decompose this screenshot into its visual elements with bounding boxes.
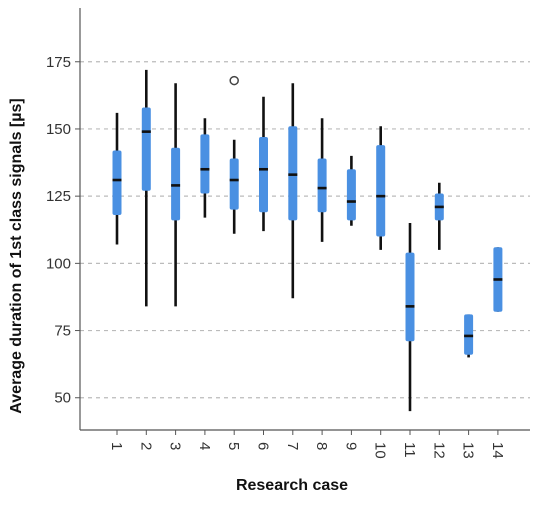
y-axis-title: Average duration of 1st class signals [µ… — [8, 98, 25, 413]
x-tick-label: 5 — [225, 442, 242, 450]
box-case-2 — [141, 69, 151, 307]
box-iqr — [464, 314, 474, 355]
y-tick-label: 175 — [46, 54, 71, 71]
x-axis-title: Research case — [236, 477, 348, 494]
x-tick-label: 6 — [255, 442, 272, 450]
box-case-6 — [259, 96, 268, 232]
box-case-11 — [405, 223, 415, 412]
box-case-4 — [200, 118, 210, 218]
x-tick-label: 7 — [284, 442, 301, 450]
box-iqr — [112, 150, 122, 215]
outlier-point — [229, 75, 239, 86]
box-case-14 — [493, 247, 503, 312]
x-tick-label: 4 — [196, 442, 213, 450]
marks-layer — [112, 69, 503, 412]
grid-layer — [80, 61, 530, 399]
y-tick-label: 100 — [46, 255, 71, 272]
box-case-12 — [434, 182, 444, 250]
box-case-13 — [464, 314, 474, 358]
box-iqr — [229, 158, 239, 210]
box-iqr — [171, 147, 181, 221]
x-tick-label: 10 — [372, 442, 389, 459]
y-tick-label: 75 — [54, 323, 71, 340]
x-tick-label: 13 — [460, 442, 477, 459]
x-tick-label: 3 — [167, 442, 184, 450]
x-tick-label: 14 — [489, 442, 506, 459]
box-iqr — [200, 134, 210, 194]
x-tick-label: 1 — [108, 442, 125, 450]
box-iqr — [141, 107, 151, 191]
box-case-3 — [171, 83, 181, 307]
x-tick-label: 9 — [342, 442, 359, 450]
box-case-9 — [346, 155, 356, 226]
y-tick-label: 125 — [46, 188, 71, 205]
box-iqr — [317, 158, 327, 213]
box-case-8 — [317, 118, 327, 242]
y-tick-label: 50 — [54, 390, 71, 407]
box-case-10 — [376, 126, 386, 250]
box-iqr — [259, 137, 268, 213]
box-case-1 — [112, 112, 122, 245]
box-case-7 — [288, 83, 298, 299]
box-iqr — [346, 169, 356, 221]
box-case-5 — [229, 75, 239, 234]
axis-layer — [75, 8, 530, 435]
x-tick-label: 8 — [313, 442, 330, 450]
box-iqr — [405, 252, 415, 342]
box-iqr — [376, 145, 386, 237]
x-tick-label: 11 — [401, 442, 418, 458]
y-tick-label: 150 — [46, 121, 71, 138]
x-tick-label: 12 — [430, 442, 447, 459]
x-tick-label: 2 — [137, 442, 154, 450]
box-iqr — [288, 126, 298, 221]
